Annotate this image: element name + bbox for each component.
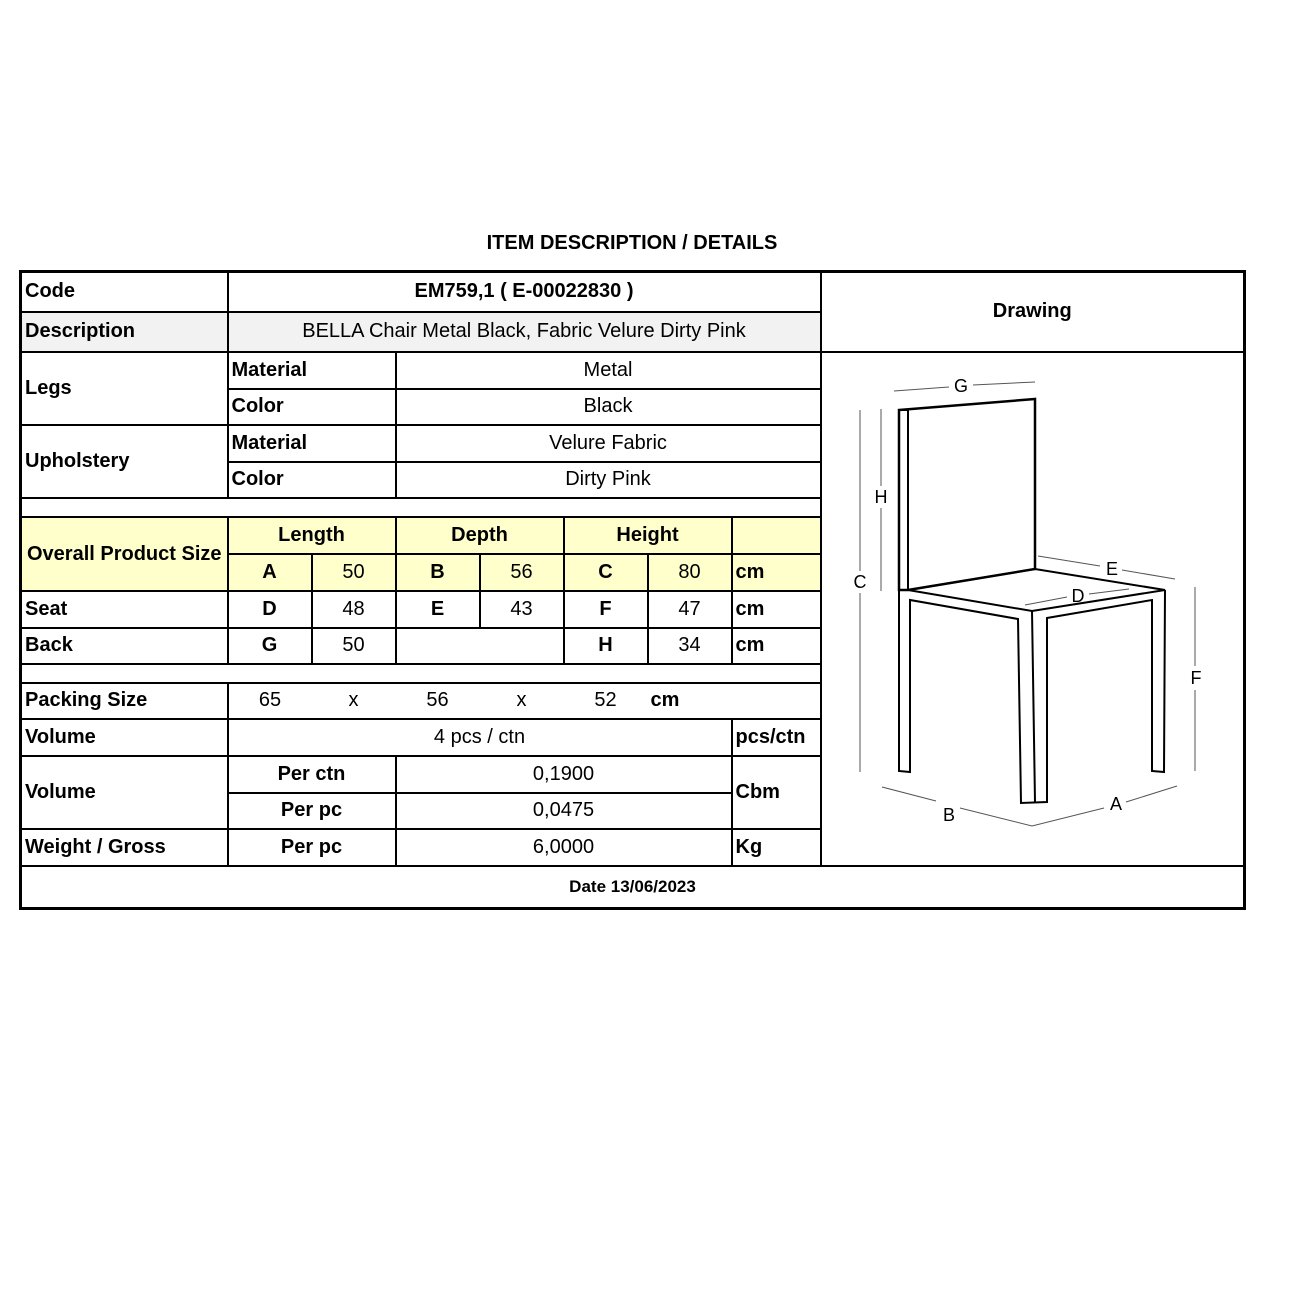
drawing-label: Drawing	[819, 270, 1246, 353]
unit: cm	[730, 626, 822, 665]
empty-cell	[731, 681, 821, 720]
letter-f: F	[1191, 668, 1202, 688]
letter-h: H	[875, 487, 888, 507]
per-pc-value: 0,0475	[394, 791, 733, 830]
dim-value: 48	[310, 589, 397, 629]
unit: cm	[730, 552, 822, 592]
spacer-row	[19, 662, 822, 684]
dim-value: 56	[478, 552, 565, 592]
back-label: Back	[19, 626, 229, 665]
dim-letter: H	[562, 626, 649, 665]
weight-label: Weight / Gross	[19, 827, 229, 867]
height-header: Height	[562, 515, 733, 555]
upholstery-material-label: Material	[226, 423, 397, 463]
dim-value: 34	[646, 626, 733, 665]
letter-b: B	[943, 805, 955, 825]
legs-material: Metal	[394, 350, 822, 390]
unit: cm	[730, 589, 822, 629]
per-ctn-label: Per ctn	[226, 754, 397, 794]
item-details-table: Code EM759,1 ( E-00022830 ) Drawing Desc…	[19, 270, 1246, 910]
page-title: ITEM DESCRIPTION / DETAILS	[486, 232, 778, 254]
dim-value: 43	[478, 589, 565, 629]
dim-letter: B	[394, 552, 481, 592]
empty-cell	[730, 515, 822, 555]
chair-drawing: B A C D E F G H	[819, 350, 1246, 867]
letter-c: C	[854, 572, 867, 592]
overall-size-label: Overall Product Size	[19, 515, 229, 592]
volume-label: Volume	[19, 754, 229, 830]
upholstery-label: Upholstery	[19, 423, 229, 499]
code-value: EM759,1 ( E-00022830 )	[226, 270, 822, 313]
packing-unit: cm	[647, 681, 732, 720]
legs-label: Legs	[19, 350, 229, 426]
letter-a: A	[1110, 794, 1122, 814]
description-label: Description	[19, 310, 229, 353]
dim-value: 50	[310, 626, 397, 665]
upholstery-color: Dirty Pink	[394, 460, 822, 499]
upholstery-material: Velure Fabric	[394, 423, 822, 463]
depth-header: Depth	[394, 515, 565, 555]
packing-depth: 56	[395, 681, 480, 720]
packing-x: x	[311, 681, 396, 720]
legs-material-label: Material	[226, 350, 397, 390]
code-label: Code	[19, 270, 229, 313]
empty-cell	[394, 626, 565, 665]
per-pc-label: Per pc	[226, 791, 397, 830]
dim-letter: C	[562, 552, 649, 592]
weight-value: 6,0000	[394, 827, 733, 867]
length-header: Length	[226, 515, 397, 555]
seat-label: Seat	[19, 589, 229, 629]
dim-letter: A	[226, 552, 313, 592]
packing-height: 52	[563, 681, 648, 720]
letter-e: E	[1106, 559, 1118, 579]
volume-unit: Cbm	[730, 754, 822, 830]
weight-per-pc-label: Per pc	[226, 827, 397, 867]
date: Date 13/06/2023	[19, 864, 1246, 909]
dim-letter: D	[226, 589, 313, 629]
dim-value: 47	[646, 589, 733, 629]
dim-letter: G	[226, 626, 313, 665]
letter-d: D	[1072, 586, 1085, 606]
volume-pcs-unit: pcs/ctn	[730, 717, 822, 757]
packing-length: 65	[227, 681, 312, 720]
volume-pcs-label: Volume	[19, 717, 229, 757]
chair-diagram-icon: B A C D E F G H	[854, 376, 1202, 827]
packing-label: Packing Size	[19, 681, 229, 720]
upholstery-color-label: Color	[226, 460, 397, 499]
packing-x: x	[479, 681, 564, 720]
per-ctn-value: 0,1900	[394, 754, 733, 794]
weight-unit: Kg	[730, 827, 822, 867]
spacer-row	[19, 496, 822, 518]
dim-letter: F	[562, 589, 649, 629]
dim-value: 80	[646, 552, 733, 592]
legs-color: Black	[394, 387, 822, 426]
dim-letter: E	[394, 589, 481, 629]
dim-value: 50	[310, 552, 397, 592]
legs-color-label: Color	[226, 387, 397, 426]
description-value: BELLA Chair Metal Black, Fabric Velure D…	[226, 310, 822, 353]
letter-g: G	[954, 376, 968, 396]
volume-pcs-value: 4 pcs / ctn	[226, 717, 733, 757]
